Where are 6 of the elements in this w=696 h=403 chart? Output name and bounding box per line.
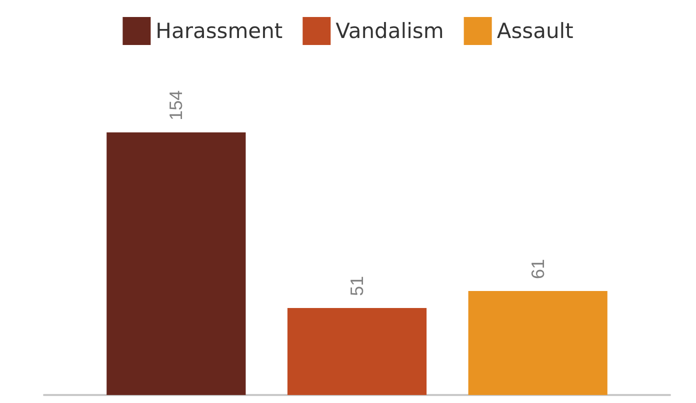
data-label: 154 — [166, 90, 186, 120]
legend-label: Assault — [496, 19, 574, 43]
legend-label: Harassment — [156, 19, 283, 43]
legend-label: Vandalism — [336, 19, 444, 43]
data-label: 61 — [528, 258, 548, 279]
data-label: 51 — [347, 276, 367, 296]
